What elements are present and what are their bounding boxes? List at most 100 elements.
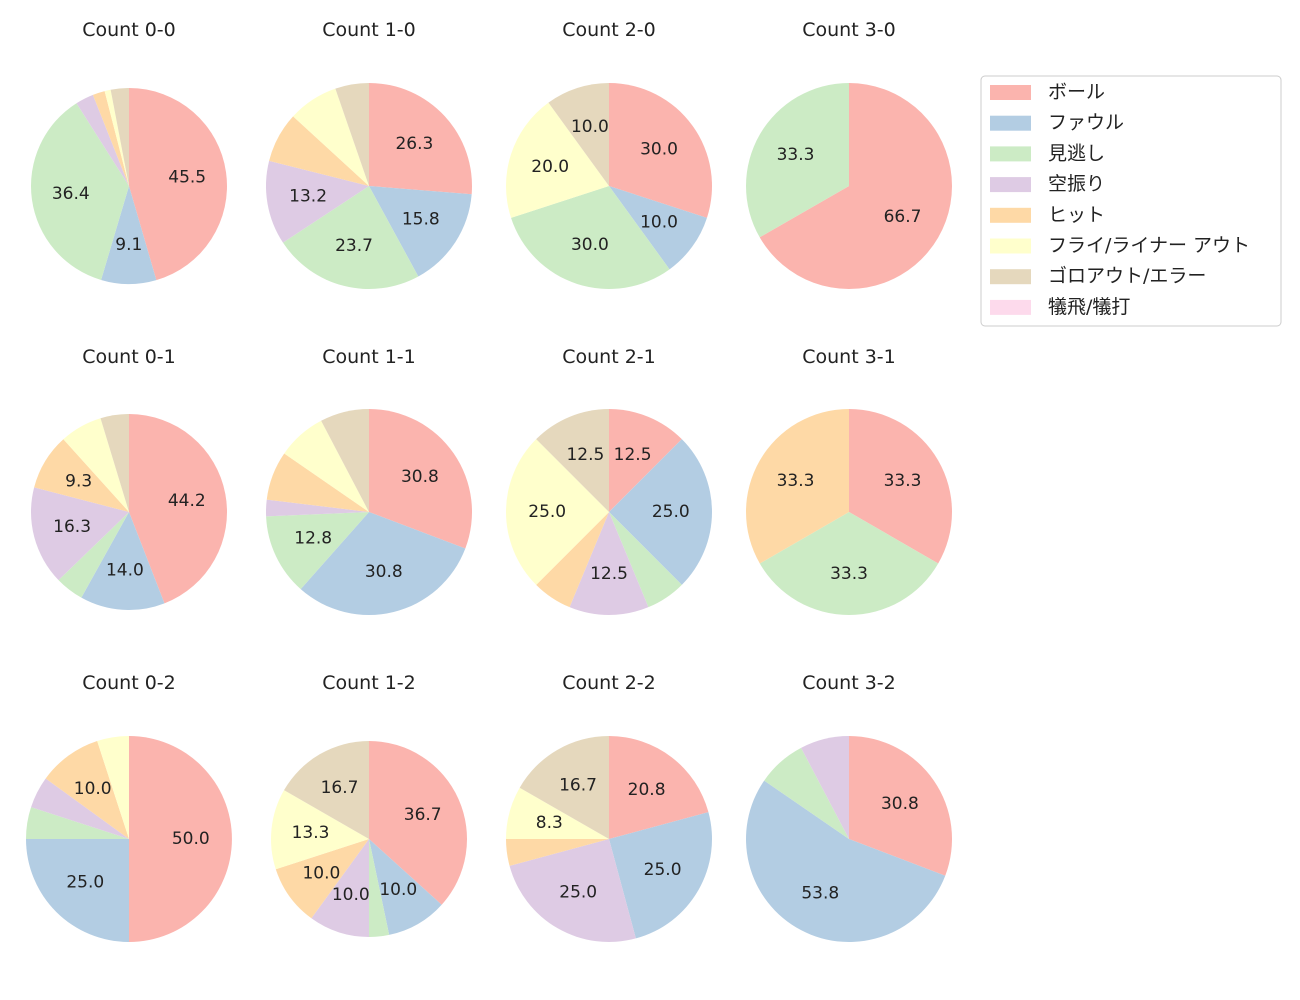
legend-item: 空振り	[990, 173, 1105, 195]
slice-label: 33.3	[884, 471, 922, 491]
pie-slice	[284, 741, 369, 839]
slice-label: 16.7	[559, 776, 597, 796]
pie-slice	[31, 103, 129, 280]
slice-label: 44.2	[168, 491, 206, 511]
slice-label: 20.0	[531, 157, 569, 177]
legend-label: 見逃し	[1048, 142, 1105, 164]
slice-label: 33.3	[830, 564, 868, 584]
pie-slice	[511, 186, 670, 290]
pie-slice	[275, 839, 369, 919]
pie-slice	[129, 414, 228, 604]
pie-slice	[81, 512, 165, 611]
pie-slice	[369, 839, 442, 935]
pie-slice	[569, 512, 649, 616]
slice-label: 10.0	[332, 885, 370, 905]
pie-title: Count 2-1	[562, 346, 656, 368]
slice-label: 30.8	[365, 562, 403, 582]
slice-label: 13.2	[289, 186, 327, 206]
pie-slice	[321, 409, 369, 512]
pie-slice	[609, 83, 713, 218]
legend-item: フライ/ライナー アウト	[990, 235, 1250, 257]
pie-slice	[369, 186, 472, 277]
pie-slice	[45, 741, 129, 839]
slice-label: 23.7	[335, 236, 373, 256]
pie-slice	[764, 747, 849, 839]
legend-swatch	[990, 146, 1031, 162]
legend-box	[980, 75, 1282, 327]
legend-label: 空振り	[1048, 173, 1105, 195]
slice-label: 30.8	[401, 467, 439, 487]
pie-slice	[58, 512, 129, 598]
pie-slice	[759, 83, 953, 289]
legend-swatch	[990, 85, 1031, 100]
pie-slice	[849, 736, 953, 876]
slice-label: 25.0	[66, 873, 104, 893]
slice-label: 10.0	[74, 779, 112, 799]
pie-12: Count 3-2 30.8 53.8	[746, 672, 953, 942]
pie-slice	[759, 512, 939, 615]
legend-label: ボール	[1048, 81, 1105, 103]
slice-label: 66.7	[884, 207, 922, 227]
pie-title: Count 3-1	[802, 346, 896, 368]
slice-label: 12.5	[566, 445, 604, 465]
pie-slice	[609, 812, 712, 939]
pie-slice	[506, 787, 609, 839]
pie-slice	[282, 186, 419, 289]
pie-title: Count 0-1	[82, 346, 176, 368]
pie-slice	[63, 418, 129, 512]
pie-slice	[536, 512, 609, 608]
legend-label: ゴロアウト/エラー	[1048, 265, 1206, 287]
slice-label: 25.0	[652, 502, 690, 522]
pie-slice	[335, 83, 369, 186]
pie-slice	[609, 186, 707, 270]
pie-2: Count 1-0 26.3 15.8 23.7 13.2	[266, 19, 472, 289]
slice-label: 12.5	[590, 564, 628, 584]
pie-slice	[101, 186, 157, 285]
slice-label: 16.7	[321, 778, 359, 798]
legend-swatch	[990, 115, 1031, 131]
pie-slice	[369, 83, 472, 195]
pie-title: Count 1-0	[322, 19, 416, 41]
slice-label: 12.5	[614, 445, 652, 465]
pie-slice	[30, 487, 129, 581]
legend-swatch	[990, 299, 1031, 315]
pie-slice	[536, 409, 609, 512]
legend-item: ゴロアウト/エラー	[990, 265, 1206, 287]
slice-label: 26.3	[395, 134, 433, 154]
slice-label: 25.0	[644, 860, 682, 880]
pie-1: Count 0-0 45.5 9.1 36.4	[31, 19, 228, 285]
pie-slice	[746, 409, 849, 564]
pie-11: Count 2-2 20.8 25.0 25.0 8.3 16.7	[506, 672, 712, 942]
slice-label: 10.0	[379, 880, 417, 900]
pie-slice	[97, 735, 129, 839]
pie-slice	[31, 778, 129, 839]
pie-8: Count 3-1 33.3 33.3 33.3	[746, 346, 952, 615]
slice-label: 8.3	[536, 813, 563, 833]
pie-slice	[266, 453, 369, 512]
pie-5: Count 0-1 44.2 14.0 16.3 9.3	[30, 346, 228, 611]
pie-slice	[609, 512, 682, 608]
legend-swatch	[990, 238, 1031, 254]
pie-slice	[104, 89, 129, 186]
slice-label: 20.8	[628, 780, 666, 800]
pie-slice	[849, 409, 952, 564]
legend-label: フライ/ライナー アウト	[1048, 235, 1250, 257]
pie-title: Count 3-2	[802, 672, 896, 694]
pie-slice	[746, 780, 946, 942]
pie-title: Count 1-1	[322, 346, 416, 368]
legend-label: 犠飛/犠打	[1048, 296, 1130, 318]
pie-slice	[271, 790, 369, 870]
slice-label: 45.5	[168, 168, 206, 188]
legend-label: ヒット	[1048, 204, 1105, 226]
pie-slice	[609, 736, 709, 839]
slice-label: 10.0	[640, 212, 678, 232]
slice-label: 9.1	[115, 235, 142, 255]
slice-label: 50.0	[172, 829, 210, 849]
slice-label: 12.8	[294, 529, 332, 549]
pie-slice	[269, 116, 369, 186]
slice-label: 36.4	[52, 184, 90, 204]
slice-label: 13.3	[292, 823, 330, 843]
pie-slice	[266, 160, 369, 243]
slice-label: 15.8	[402, 210, 440, 230]
